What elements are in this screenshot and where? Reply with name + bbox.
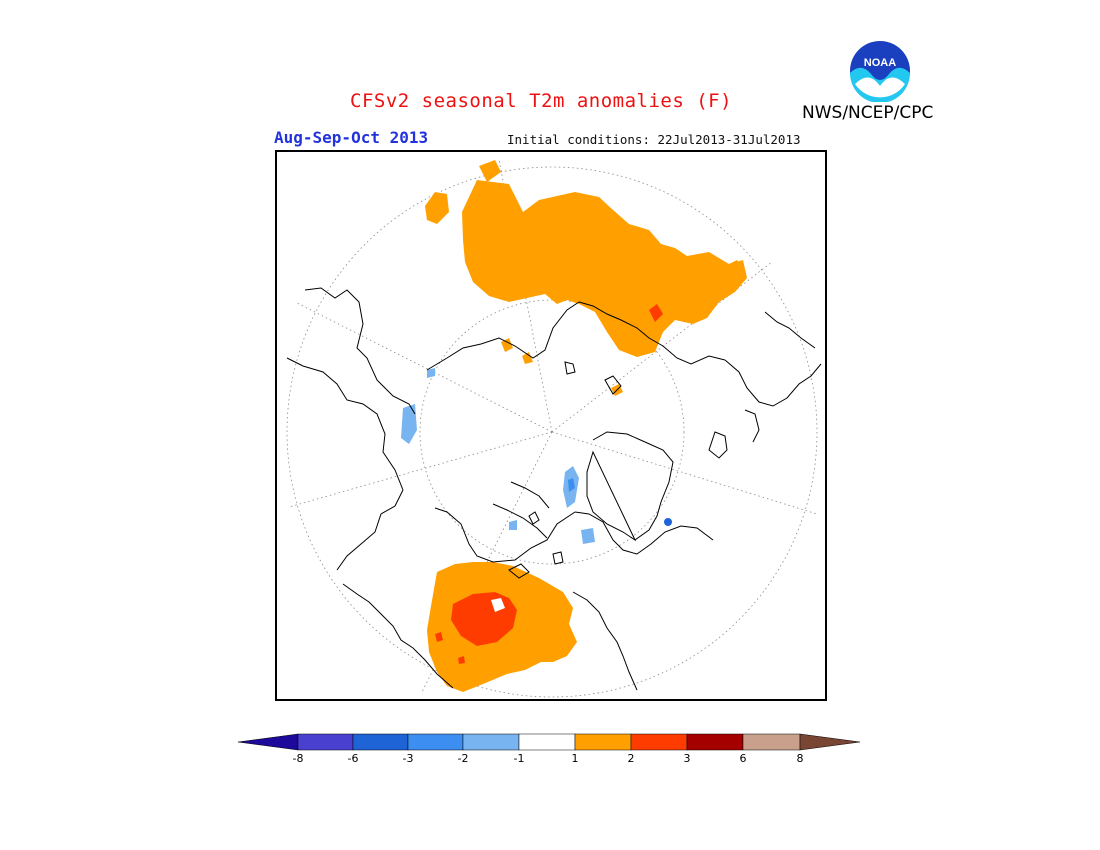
logo-text: NOAA: [864, 57, 896, 69]
colorbar-tick: 8: [796, 752, 804, 765]
colorbar-tick: 2: [627, 752, 635, 765]
colorbar-tick: 1: [571, 752, 579, 765]
noaa-logo: NOAA: [850, 41, 910, 102]
forecast-period: Aug-Sep-Oct 2013: [274, 128, 429, 147]
polar-map: [286, 159, 822, 698]
anomaly-eurasia: [425, 160, 747, 396]
map-title: CFSv2 seasonal T2m anomalies (F): [350, 90, 733, 112]
colorbar-tick: -2: [457, 752, 469, 765]
colorbar-tick: -6: [347, 752, 359, 765]
anomaly-cool: [401, 368, 672, 544]
colorbar-tick: -1: [513, 752, 525, 765]
colorbar-upper-arrow: [799, 733, 861, 751]
colorbar-tick: 3: [683, 752, 691, 765]
colorbar: [238, 733, 861, 751]
coastlines: [286, 287, 822, 691]
agency-label: NWS/NCEP/CPC: [802, 103, 934, 123]
map-frame: [275, 150, 827, 701]
colorbar-lower-arrow: [238, 733, 299, 751]
initial-conditions: Initial conditions: 22Jul2013-31Jul2013: [507, 132, 801, 147]
colorbar-tick: -3: [402, 752, 414, 765]
anomaly-north-america: [427, 562, 577, 692]
colorbar-tick: 6: [739, 752, 747, 765]
colorbar-tick: -8: [292, 752, 304, 765]
